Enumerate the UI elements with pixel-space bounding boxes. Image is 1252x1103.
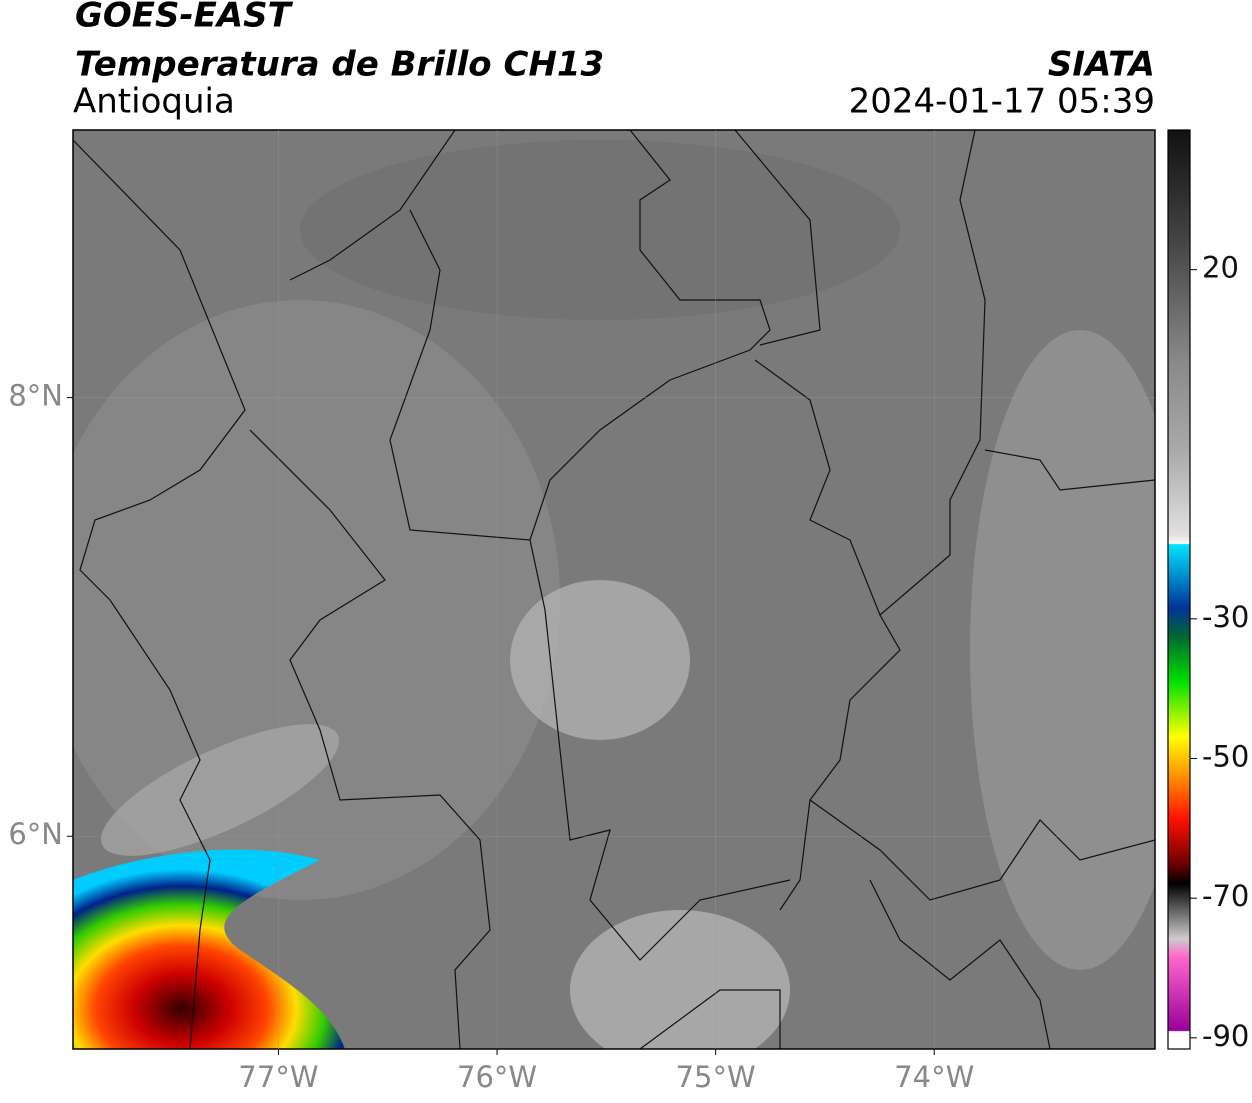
lat-tick-label: 8°N [8, 379, 63, 413]
lat-tick-label: 6°N [8, 817, 63, 851]
map-image [73, 130, 1155, 1049]
lon-tick-label: 77°W [238, 1060, 318, 1094]
ticks: 77°W 76°W 75°W 74°W 8°N 6°N 20 -30 -50 -70 -90 [8, 130, 1249, 1094]
lon-tick-label: 74°W [894, 1060, 974, 1094]
lon-tick-label: 75°W [676, 1060, 756, 1094]
colorbar-tick-label: -90 [1202, 1019, 1249, 1053]
timestamp: 2024-01-17 05:39 [849, 82, 1155, 122]
colorbar-tick-label: -70 [1202, 879, 1249, 913]
colorbar [1167, 129, 1191, 1050]
region: Antioquia [73, 82, 235, 122]
colorbar-tick-label: 20 [1202, 251, 1239, 285]
subtitle: Temperatura de Brillo CH13 [75, 45, 604, 85]
colorbar-tick-label: -50 [1202, 739, 1249, 773]
map-frame [72, 129, 1156, 1050]
colorbar-tick-label: -30 [1202, 600, 1249, 634]
source: SIATA [1048, 45, 1155, 85]
lon-tick-label: 76°W [457, 1060, 537, 1094]
title: GOES-EAST [75, 0, 294, 36]
